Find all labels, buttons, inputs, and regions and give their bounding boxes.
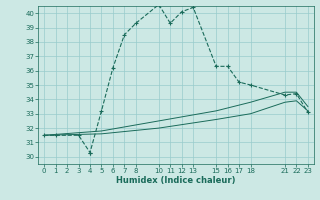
- X-axis label: Humidex (Indice chaleur): Humidex (Indice chaleur): [116, 176, 236, 185]
